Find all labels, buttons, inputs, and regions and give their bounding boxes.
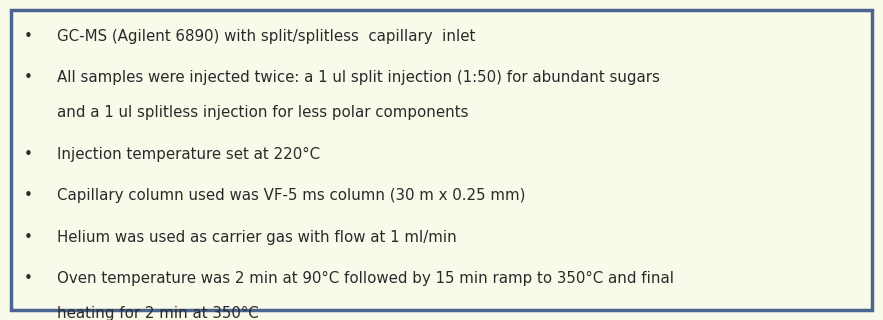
Text: Helium was used as carrier gas with flow at 1 ml/min: Helium was used as carrier gas with flow… xyxy=(57,230,457,245)
Text: •: • xyxy=(24,147,33,162)
FancyBboxPatch shape xyxy=(11,10,872,310)
Text: •: • xyxy=(24,271,33,286)
Text: Oven temperature was 2 min at 90°C followed by 15 min ramp to 350°C and final: Oven temperature was 2 min at 90°C follo… xyxy=(57,271,675,286)
Text: and a 1 ul splitless injection for less polar components: and a 1 ul splitless injection for less … xyxy=(57,105,469,120)
Text: All samples were injected twice: a 1 ul split injection (1:50) for abundant suga: All samples were injected twice: a 1 ul … xyxy=(57,70,660,85)
Text: •: • xyxy=(24,29,33,44)
Text: •: • xyxy=(24,188,33,203)
Text: GC-MS (Agilent 6890) with split/splitless  capillary  inlet: GC-MS (Agilent 6890) with split/splitles… xyxy=(57,29,476,44)
Text: Injection temperature set at 220°C: Injection temperature set at 220°C xyxy=(57,147,321,162)
Text: •: • xyxy=(24,70,33,85)
Text: •: • xyxy=(24,230,33,245)
Text: Capillary column used was VF-5 ms column (30 m x 0.25 mm): Capillary column used was VF-5 ms column… xyxy=(57,188,526,203)
Text: heating for 2 min at 350°C: heating for 2 min at 350°C xyxy=(57,306,259,320)
